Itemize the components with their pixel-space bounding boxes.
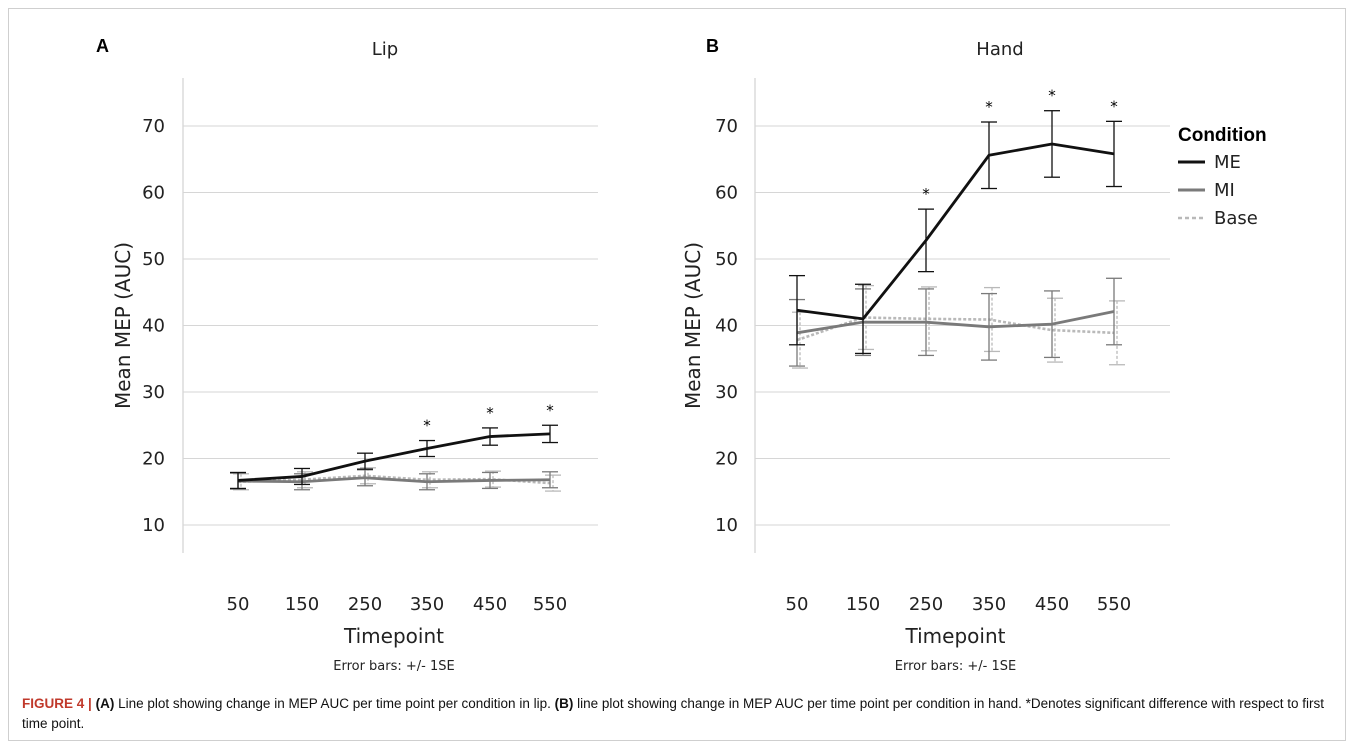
significance-star: * bbox=[546, 401, 554, 419]
caption-a-text: Line plot showing change in MEP AUC per … bbox=[114, 696, 555, 711]
panel-b-y-tick-label: 10 bbox=[715, 515, 738, 536]
panel-a-y-tick-label: 30 bbox=[142, 382, 165, 403]
legend-title: Condition bbox=[1178, 125, 1267, 146]
caption-figure-label: FIGURE 4 bbox=[22, 696, 85, 711]
panel-a-x-tick-label: 450 bbox=[473, 594, 507, 615]
panel-b-series-me bbox=[789, 110, 1122, 355]
panel-b-title: Hand bbox=[976, 39, 1023, 60]
panel-b-x-tick-label: 350 bbox=[972, 594, 1006, 615]
panel-b-x-tick-label: 450 bbox=[1035, 594, 1069, 615]
panel-b-y-tick-label: 50 bbox=[715, 249, 738, 270]
panel-a-chart: A Lip 10 20 30 40 50 60 70 Mean MEP (AUC) 50 150 250… bbox=[96, 36, 598, 674]
panel-a-y-tick-label: 60 bbox=[142, 183, 165, 204]
panel-b-x-tick-label: 50 bbox=[786, 594, 809, 615]
series-line-mi bbox=[796, 310, 1115, 335]
panel-b-y-tick-label: 60 bbox=[715, 183, 738, 204]
panel-b-letter: B bbox=[706, 36, 719, 56]
caption-b-label: (B) bbox=[554, 696, 574, 711]
significance-star: * bbox=[423, 417, 431, 435]
figure-caption: FIGURE 4 | (A) Line plot showing change … bbox=[22, 694, 1332, 734]
panel-a-y-axis-label: Mean MEP (AUC) bbox=[111, 242, 135, 409]
panel-b-x-tick-label: 150 bbox=[846, 594, 880, 615]
legend-label-base: Base bbox=[1214, 208, 1258, 229]
panel-b-x-tick-label: 550 bbox=[1097, 594, 1131, 615]
caption-b-text: line plot showing change in MEP AUC per … bbox=[22, 696, 1325, 731]
legend: Condition ME MI Base bbox=[1178, 125, 1267, 229]
significance-star: * bbox=[985, 98, 993, 116]
panel-b-error-note: Error bars: +/- 1SE bbox=[895, 659, 1017, 674]
figure-frame bbox=[8, 8, 1346, 741]
series-line-mi bbox=[237, 476, 551, 484]
panel-a-x-tick-label: 350 bbox=[410, 594, 444, 615]
panel-a-x-tick-label: 250 bbox=[348, 594, 382, 615]
panel-a-y-tick-label: 70 bbox=[142, 116, 165, 137]
panel-b-y-tick-label: 20 bbox=[715, 449, 738, 470]
panel-a-letter: A bbox=[96, 36, 109, 56]
panel-b-chart: B Hand 10 20 30 40 50 60 70 Mean MEP (AUC) 50 150 25… bbox=[681, 36, 1170, 674]
panel-b-x-axis-label: Timepoint bbox=[905, 624, 1006, 648]
legend-label-me: ME bbox=[1214, 152, 1241, 173]
panel-b-y-axis-label: Mean MEP (AUC) bbox=[681, 242, 705, 409]
series-line-base bbox=[796, 316, 1115, 342]
panel-b-x-tick-label: 250 bbox=[909, 594, 943, 615]
significance-star: * bbox=[1048, 87, 1056, 105]
panel-b-y-tick-label: 30 bbox=[715, 382, 738, 403]
panel-a-x-tick-label: 150 bbox=[285, 594, 319, 615]
legend-label-mi: MI bbox=[1214, 180, 1235, 201]
panel-a-x-tick-label: 550 bbox=[533, 594, 567, 615]
significance-star: * bbox=[1110, 97, 1118, 115]
panel-a-series-me bbox=[230, 424, 558, 490]
panel-b-series-mi bbox=[789, 277, 1122, 367]
panel-b-y-tick-label: 40 bbox=[715, 316, 738, 337]
series-line-me bbox=[796, 142, 1115, 321]
series-line-me bbox=[237, 432, 551, 482]
panel-a-x-tick-label: 50 bbox=[227, 594, 250, 615]
panel-a-title: Lip bbox=[372, 39, 398, 60]
panel-b-y-tick-label: 70 bbox=[715, 116, 738, 137]
panel-a-y-tick-label: 10 bbox=[142, 515, 165, 536]
significance-star: * bbox=[922, 185, 930, 203]
panel-a-y-tick-label: 40 bbox=[142, 316, 165, 337]
panel-a-error-note: Error bars: +/- 1SE bbox=[333, 659, 455, 674]
caption-a-label: (A) bbox=[95, 696, 115, 711]
significance-star: * bbox=[486, 404, 494, 422]
panel-b-series-base bbox=[792, 284, 1125, 369]
panel-a-y-tick-label: 50 bbox=[142, 249, 165, 270]
panel-a-y-tick-label: 20 bbox=[142, 449, 165, 470]
caption-separator: | bbox=[88, 696, 92, 711]
panel-a-x-axis-label: Timepoint bbox=[343, 624, 444, 648]
